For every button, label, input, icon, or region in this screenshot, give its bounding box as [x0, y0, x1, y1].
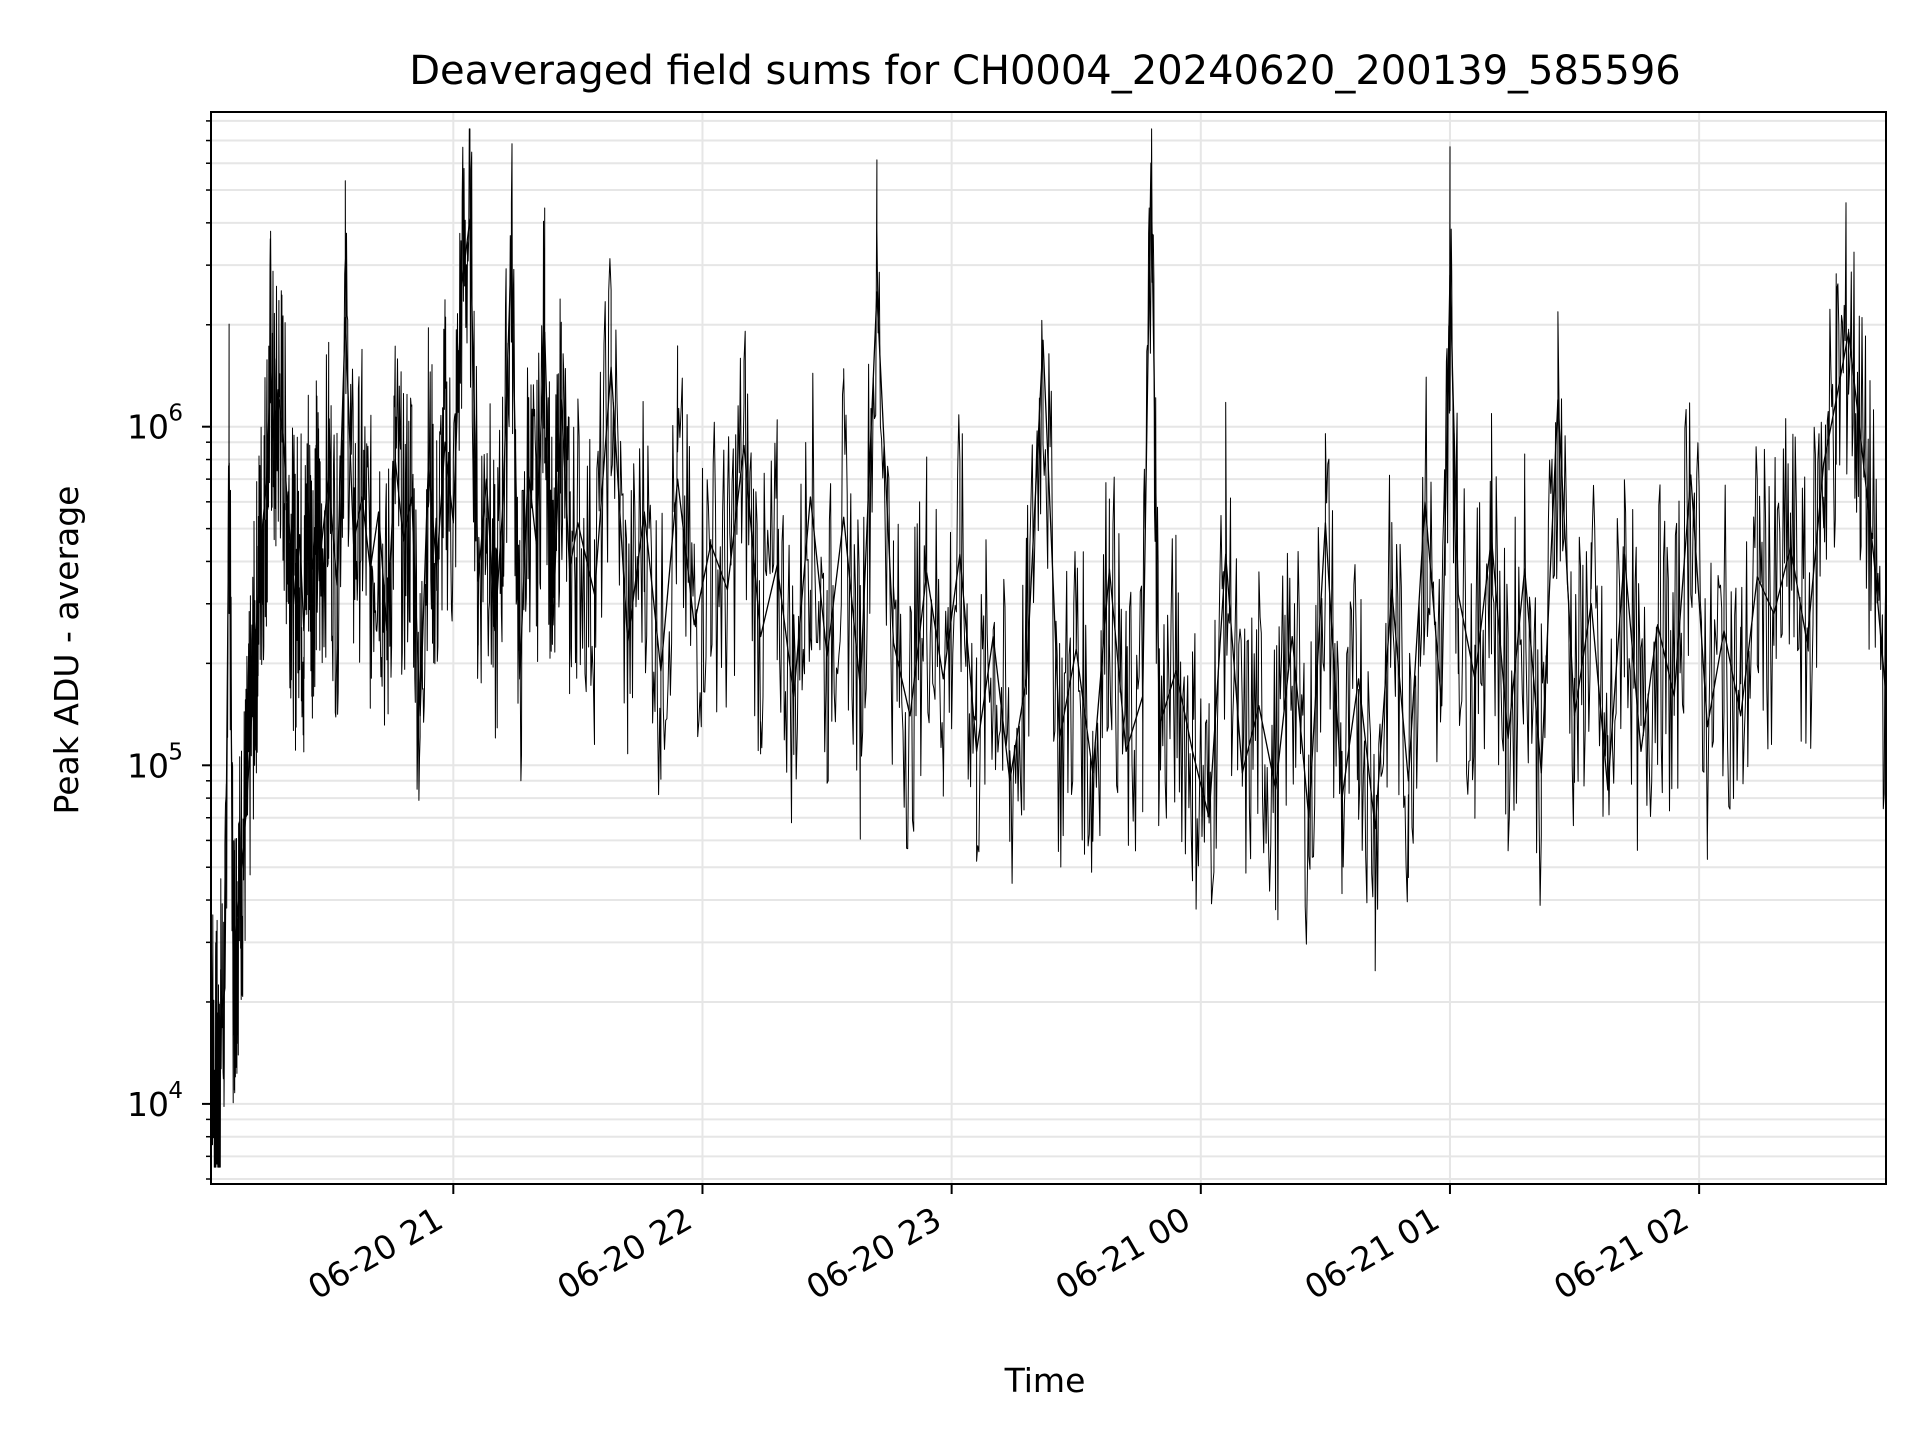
plot-frame: [210, 111, 1887, 1185]
y-tick-exponent: 4: [168, 1078, 183, 1104]
chart-title: Deaveraged field sums for CH0004_2024062…: [409, 48, 1681, 94]
x-tick-label: 06-21 00: [1049, 1199, 1197, 1307]
x-tick-label: 06-20 22: [550, 1199, 698, 1307]
y-axis-label: Peak ADU - average: [47, 486, 86, 815]
x-tick-label: 06-20 21: [301, 1199, 449, 1307]
data-series: [210, 128, 1887, 1168]
x-tick-label: 06-21 02: [1547, 1199, 1695, 1307]
axis-ticks: 06-20 21 06-20 22 06-20 23 06-21 00 06-21 01…: [127, 120, 1701, 1307]
y-tick-label: 10: [127, 408, 169, 447]
grid-lines: [211, 112, 1886, 1184]
x-tick-label: 06-20 23: [800, 1199, 948, 1307]
y-tick-exponent: 5: [168, 739, 183, 765]
y-tick-label: 10: [127, 746, 169, 785]
x-axis-label: Time: [1004, 1361, 1086, 1400]
y-tick-exponent: 6: [168, 401, 183, 427]
y-tick-label: 10: [127, 1085, 169, 1124]
series-line-detail: [210, 128, 1887, 1168]
x-tick-label: 06-21 01: [1298, 1199, 1446, 1307]
